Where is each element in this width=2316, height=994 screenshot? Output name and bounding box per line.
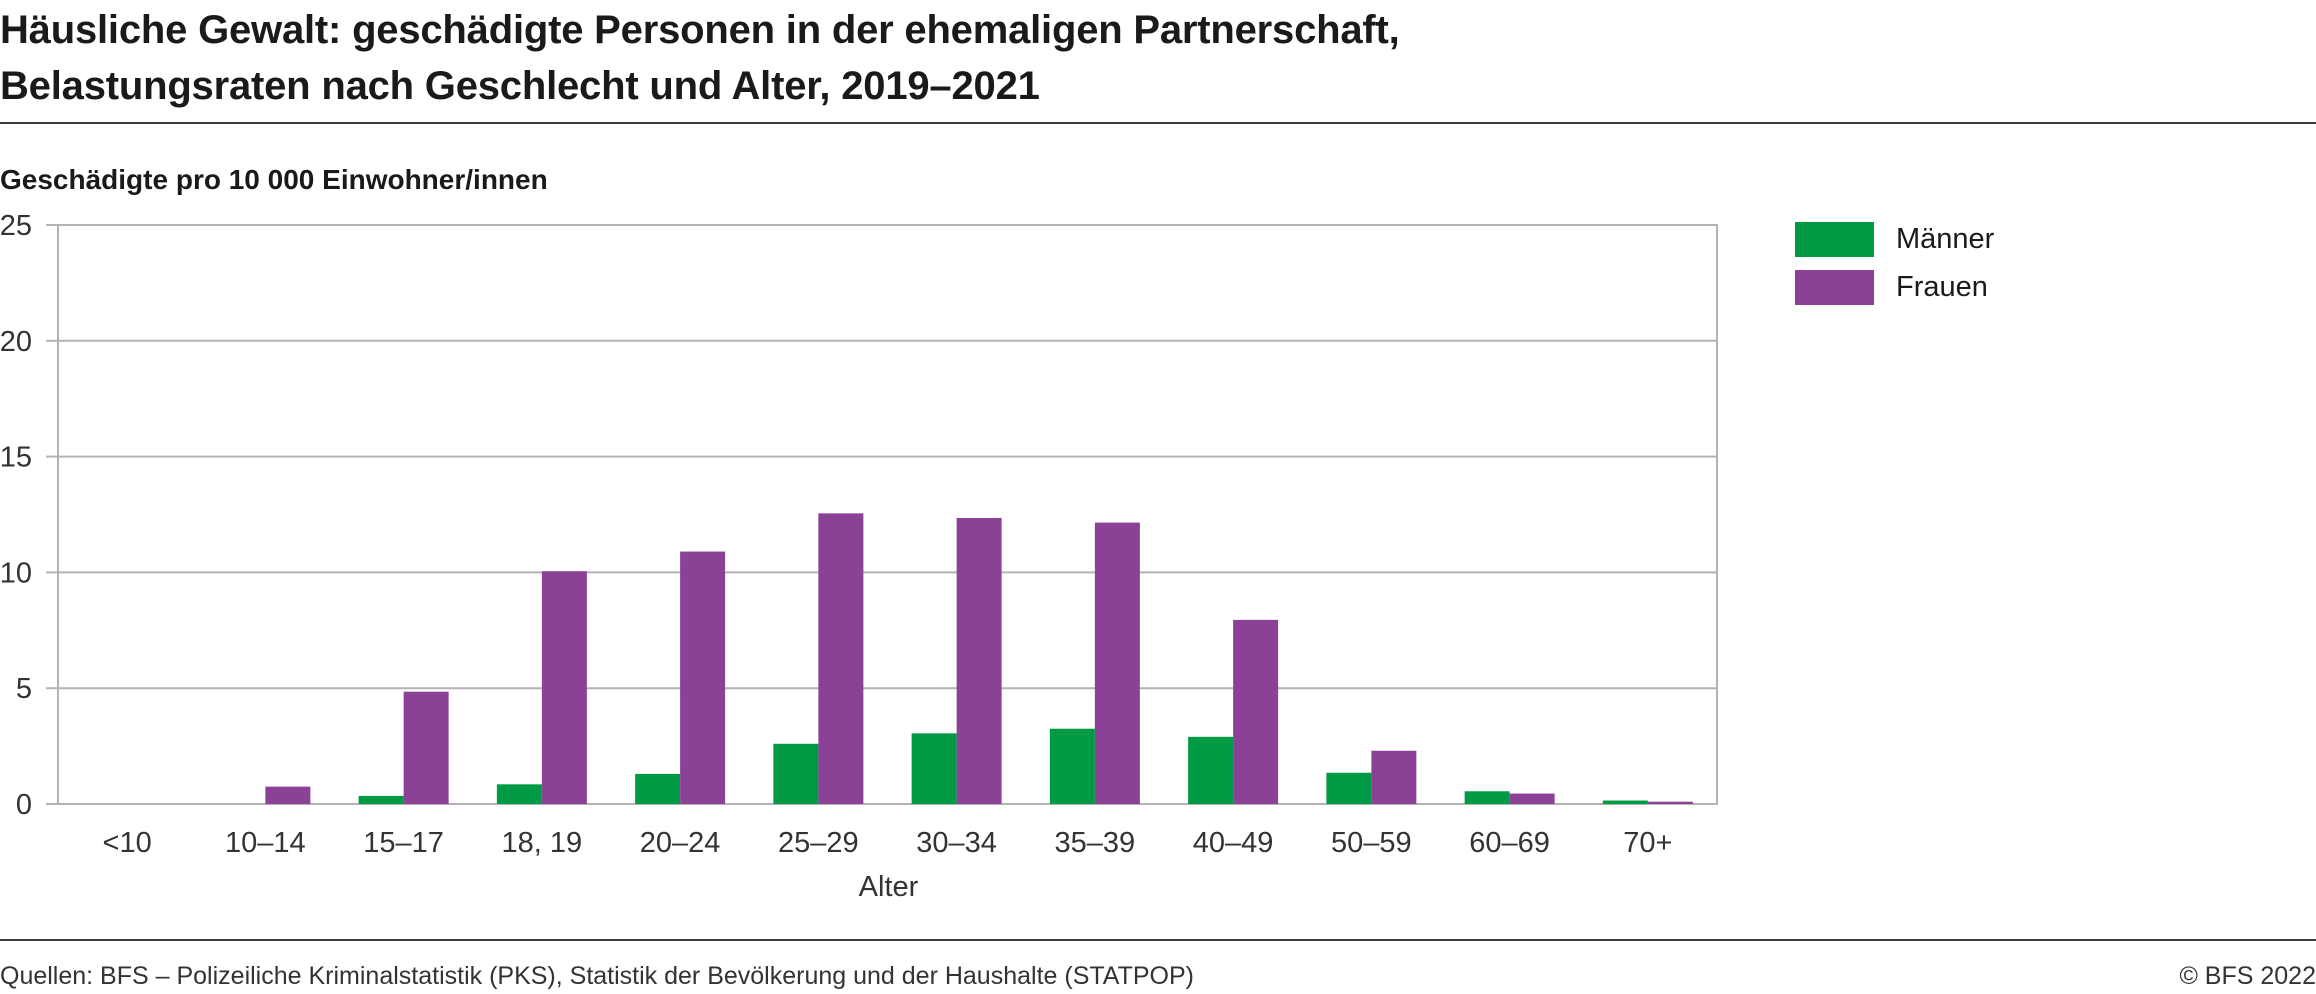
title-divider — [0, 122, 2316, 124]
bar-frauen — [1233, 619, 1279, 804]
footer-divider — [0, 939, 2316, 941]
bar-maenner — [1049, 728, 1095, 804]
bar-maenner — [773, 743, 819, 804]
x-tick-label: 20–24 — [640, 827, 721, 859]
plot-frame — [57, 224, 1718, 805]
legend-item-maenner: Männer — [1795, 222, 1994, 257]
bar-maenner — [1188, 736, 1234, 804]
y-axis-label: Geschädigte pro 10 000 Einwohner/innen — [0, 164, 548, 195]
y-tick-label: 10 — [0, 557, 32, 589]
x-tick-label: 60–69 — [1469, 827, 1550, 859]
bar-frauen — [265, 786, 311, 804]
x-tick-label: 35–39 — [1055, 827, 1136, 859]
source-note: Quellen: BFS – Polizeiliche Kriminalstat… — [0, 962, 1194, 990]
bar-maenner — [1602, 800, 1648, 804]
title-line-2: Belastungsraten nach Geschlecht und Alte… — [0, 64, 1040, 108]
x-tick-label: 40–49 — [1193, 827, 1274, 859]
x-tick-label: 50–59 — [1331, 827, 1412, 859]
bar-maenner — [635, 773, 681, 804]
bar-frauen — [1094, 522, 1140, 804]
bar-maenner — [358, 795, 404, 804]
legend-label-frauen: Frauen — [1896, 271, 1988, 303]
x-tick-label: <10 — [103, 827, 152, 859]
legend-item-frauen: Frauen — [1795, 270, 1994, 305]
bar-maenner — [1326, 772, 1372, 804]
x-tick-label: 10–14 — [225, 827, 306, 859]
bar-frauen — [1647, 801, 1693, 804]
bar-maenner — [911, 733, 957, 804]
title-line-1: Häusliche Gewalt: geschädigte Personen i… — [0, 8, 1400, 52]
legend-label-maenner: Männer — [1896, 223, 1995, 255]
bar-frauen — [541, 571, 587, 804]
bar-frauen — [1509, 793, 1555, 804]
bar-frauen — [956, 517, 1002, 804]
copyright: © BFS 2022 — [2179, 962, 2316, 990]
legend-swatch-frauen — [1795, 270, 1874, 305]
bar-frauen — [680, 551, 726, 804]
x-tick-label: 15–17 — [363, 827, 444, 859]
y-tick-label: 25 — [0, 210, 32, 242]
y-tick-label: 15 — [0, 442, 32, 474]
chart-title: Häusliche Gewalt: geschädigte Personen i… — [0, 2, 1800, 114]
bar-frauen — [818, 513, 864, 804]
legend-swatch-maenner — [1795, 222, 1874, 257]
y-tick-label: 0 — [16, 789, 32, 821]
bar-maenner — [1464, 791, 1510, 804]
x-tick-label: 25–29 — [778, 827, 859, 859]
bar-maenner — [496, 784, 542, 804]
bar-frauen — [403, 691, 449, 804]
x-tick-label: 18, 19 — [502, 827, 583, 859]
x-tick-label: 30–34 — [916, 827, 997, 859]
y-tick-label: 20 — [0, 326, 32, 358]
x-tick-label: 70+ — [1623, 827, 1672, 859]
x-axis-label: Alter — [859, 871, 919, 903]
legend: Männer Frauen — [1795, 222, 1994, 318]
y-tick-label: 5 — [16, 673, 32, 705]
bar-frauen — [1371, 750, 1417, 804]
